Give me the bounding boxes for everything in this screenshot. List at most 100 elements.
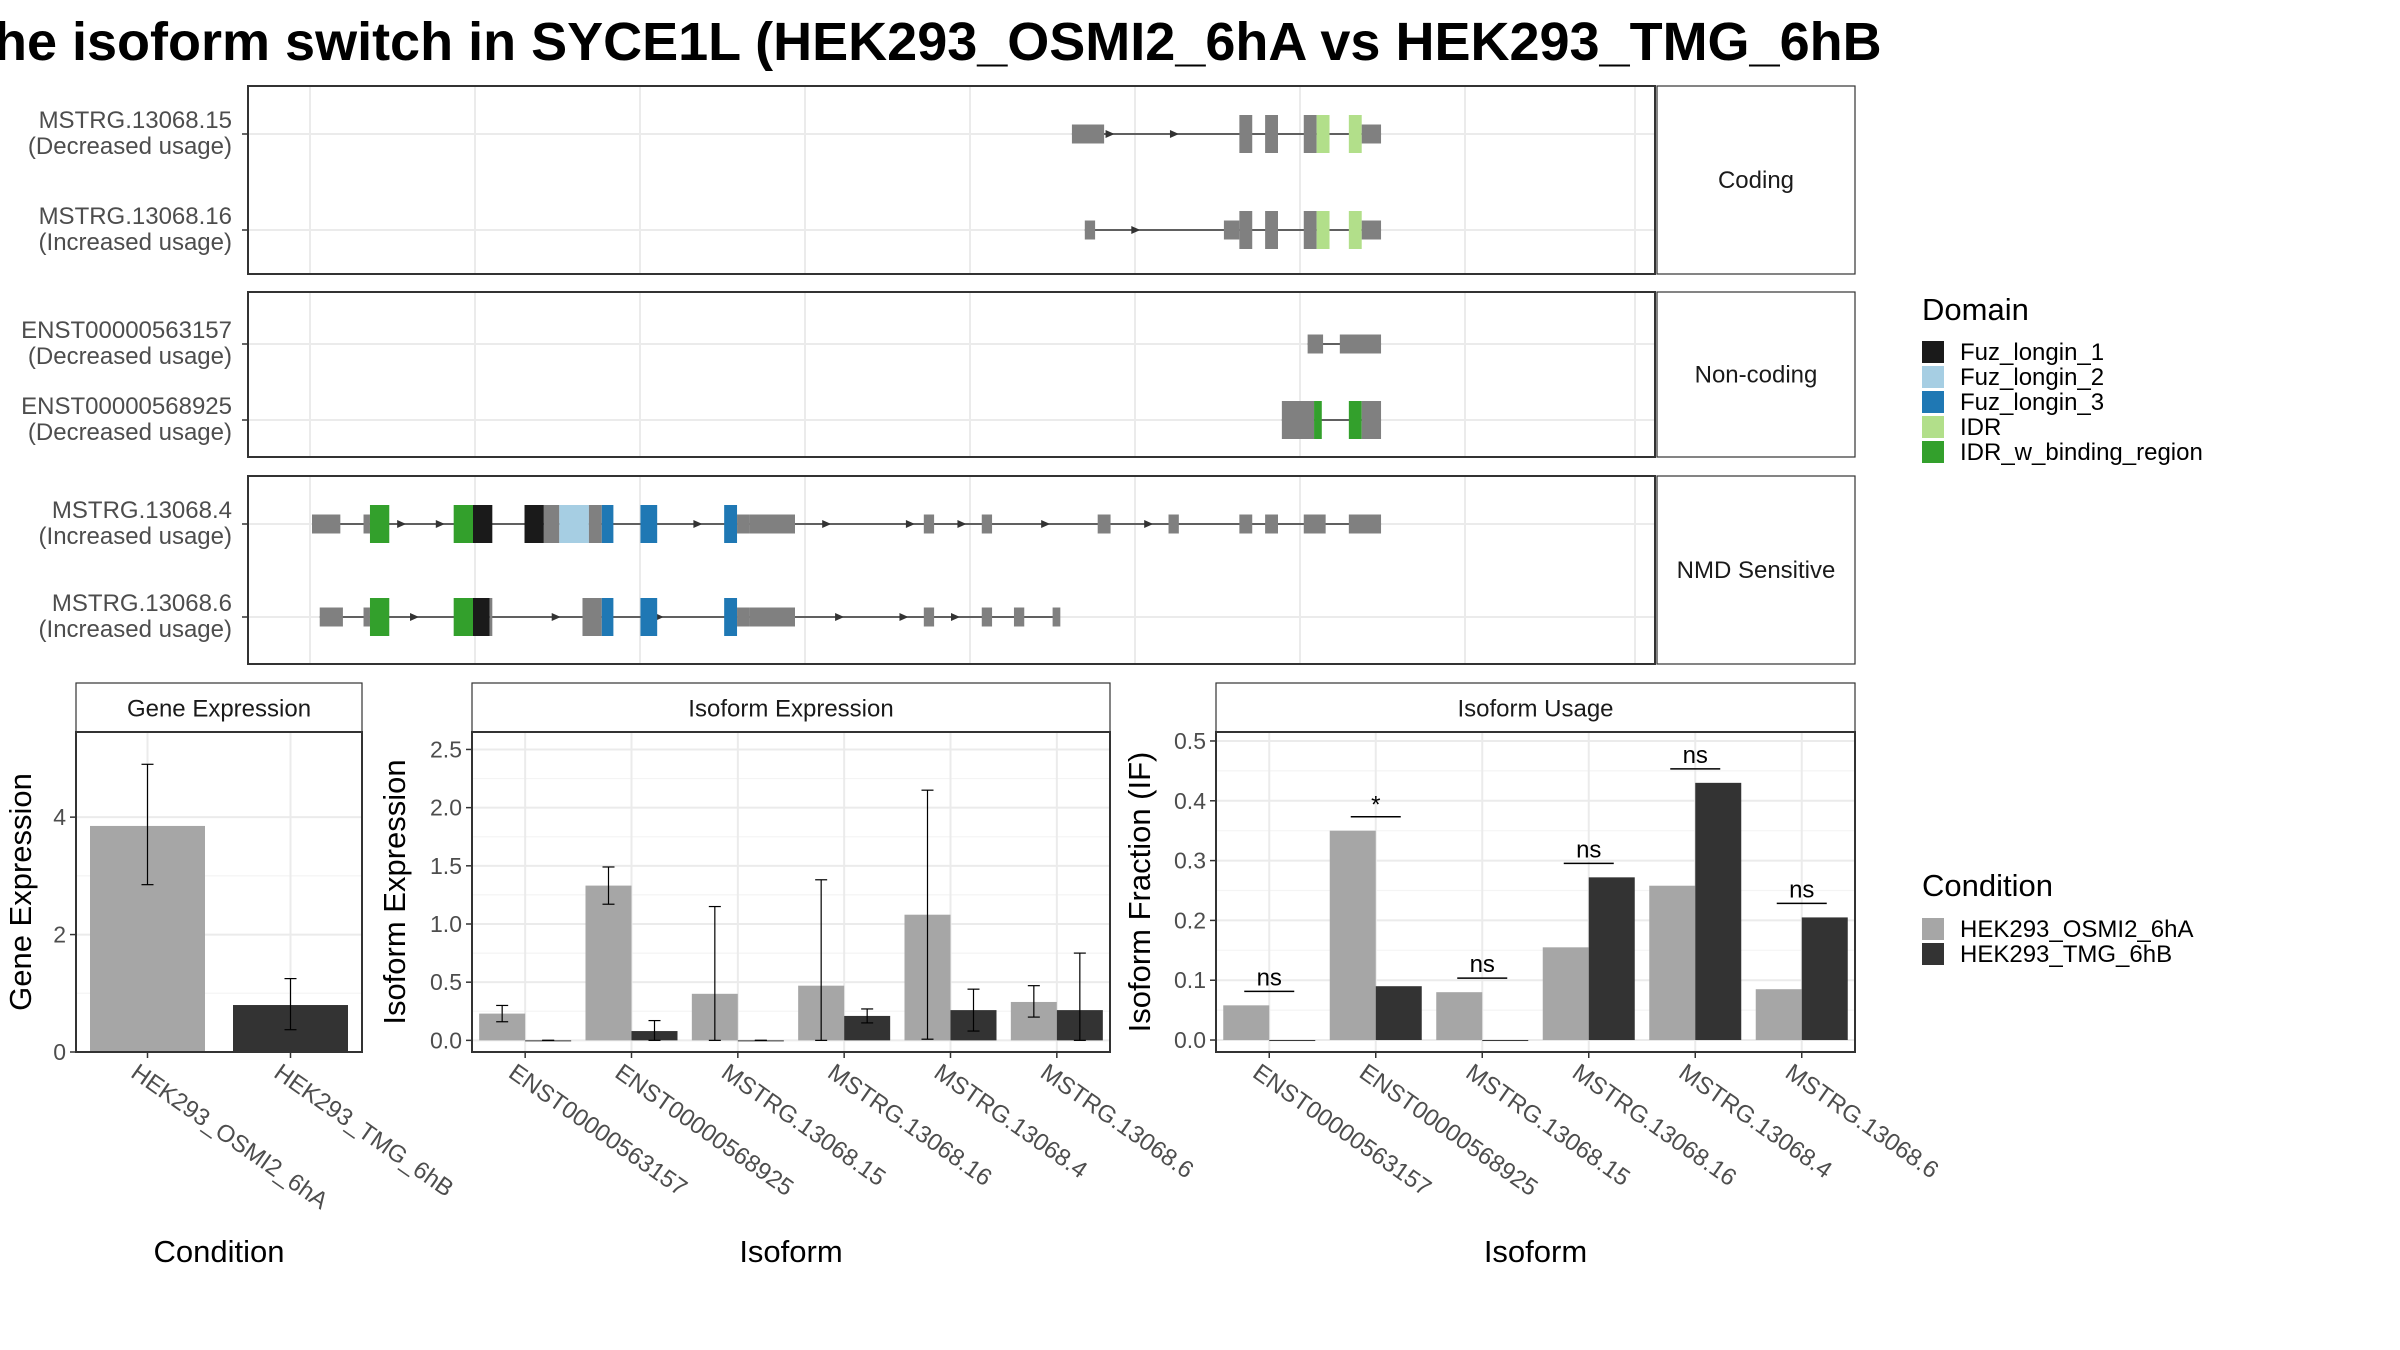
isoform-usage-panel: Isoform Usage 0.0 0.1 0.2 0.3 0.4 0.5 ENST00000… [1122,682,1943,1269]
strand-arrow [1041,520,1051,528]
facet-strip [1656,85,1856,275]
exon-block [1097,514,1111,534]
y-tick-label: 2 [53,922,66,948]
structure-facet: ENST00000563157(Decreased usage)ENST0000… [21,291,1856,458]
facet-panel-bg [248,86,1655,274]
strand-arrow [822,520,832,528]
exon-block [1239,514,1253,534]
exon-block [582,598,602,636]
strand-arrow [1131,226,1141,234]
transcript-label: MSTRG.13068.4 [52,497,232,524]
strand-arrow [951,613,960,621]
domain-block [453,598,473,636]
transcript-label: ENST00000563157 [21,317,232,344]
domain-block [559,505,589,543]
x-axis-title: Isoform [739,1234,842,1269]
exon-block [1013,607,1025,627]
y-axis-title: Isoform Expression [377,759,412,1024]
facet-panel-bg [248,292,1655,457]
legend-title: Condition [1922,868,2053,903]
transcript-label: MSTRG.13068.16 [39,203,232,230]
panel-border [75,731,363,1053]
exon-block [1339,334,1382,354]
strand-arrow [899,613,909,621]
exon-block [1168,514,1179,534]
y-tick-label: 0.1 [1174,967,1206,993]
exon-block [1084,220,1096,240]
bar [1269,1040,1316,1042]
exon-block [1265,514,1278,534]
x-tick-label: ENST00000563157 [504,1059,692,1202]
exon-block [543,505,560,543]
legend-key [1922,416,1944,438]
figure-title: he isoform switch in SYCE1L (HEK293_OSMI… [0,12,1882,72]
domain-block [369,598,390,636]
exon-block [737,514,750,534]
transcript-label: MSTRG.13068.15 [39,107,232,134]
exon-block [1265,211,1278,249]
bar [1649,885,1696,1041]
legend-key [1922,918,1944,940]
x-tick-label: ENST00000563157 [1248,1059,1436,1202]
legend-label: Fuz_longin_2 [1960,364,2104,391]
domain-block [524,505,544,543]
domain-block [473,505,493,543]
usage-label: (Decreased usage) [28,133,232,160]
domain-block [1348,401,1362,439]
panel-strip [471,682,1111,733]
transcript-track [312,505,1382,543]
transcript-track [319,598,1061,636]
strand-arrow [410,613,420,621]
y-tick-label: 2.5 [430,736,462,762]
bar [1588,877,1635,1041]
bar [1801,917,1848,1041]
strand-arrow [1169,130,1179,138]
panel-strip [1215,682,1856,733]
panel-border [471,731,1111,1053]
usage-label: (Increased usage) [39,616,232,643]
structure-facet: MSTRG.13068.15(Decreased usage) MSTRG.130… [28,85,1856,275]
exon-block [1303,514,1326,534]
exon-block [1348,514,1382,534]
strand-arrow [957,520,967,528]
strand-arrow [435,520,445,528]
bar [1223,1005,1270,1041]
panel-bg [472,732,1110,1052]
strand-arrow [1105,130,1115,138]
x-tick-label: ENST00000568925 [610,1059,798,1202]
y-tick-label: 0.0 [430,1027,462,1053]
significance-label: ns [1683,742,1708,769]
domain-block [601,598,614,636]
y-tick-label: 2.0 [430,795,462,821]
domain-block [473,598,490,636]
y-axis-title: Isoform Fraction (IF) [1122,752,1157,1033]
y-tick-label: 0.5 [1174,728,1206,754]
domain-block [724,505,738,543]
domain-block [1316,115,1330,153]
bar [1755,989,1802,1041]
exon-block [588,505,602,543]
exon-block [1361,220,1382,240]
exon-block [319,607,343,627]
facet-panel-border [247,475,1656,665]
significance-label: * [1371,792,1380,819]
exon-block [749,607,795,627]
legend-label: Fuz_longin_3 [1960,389,2104,416]
strand-arrow [835,613,845,621]
y-tick-label: 0 [53,1039,66,1065]
exon-block [1239,115,1253,153]
facet-strip [1656,291,1856,458]
bar [1542,947,1589,1041]
exon-block [1281,401,1315,439]
domain-block [369,505,390,543]
domain-block [1348,115,1362,153]
strand-arrow [397,520,407,528]
y-tick-label: 0.0 [1174,1027,1206,1053]
panel-border [1215,731,1856,1053]
legend-key [1922,943,1944,965]
y-tick-label: 0.2 [1174,907,1206,933]
x-axis-title: Isoform [1484,1234,1587,1269]
x-axis-title: Condition [154,1234,285,1269]
exon-block [981,607,993,627]
